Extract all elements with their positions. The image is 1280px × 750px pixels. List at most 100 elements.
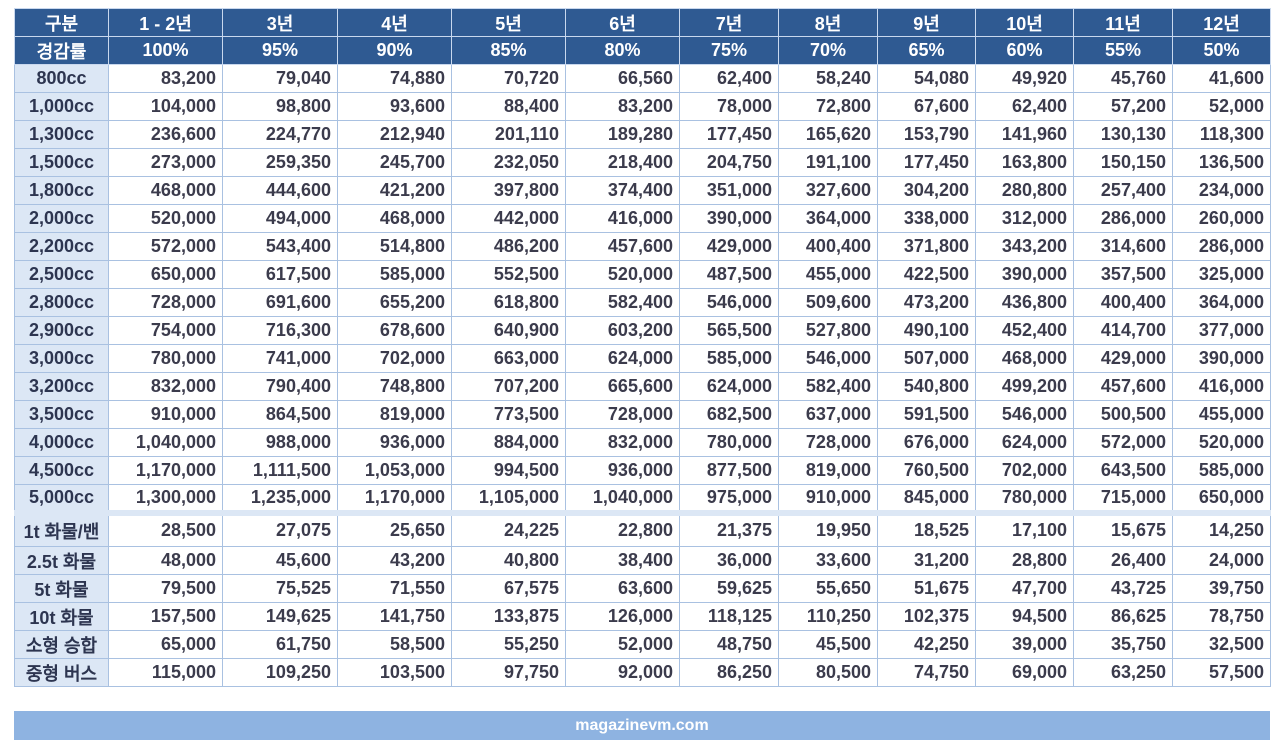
cell: 864,500 xyxy=(222,400,338,429)
cell: 520,000 xyxy=(565,260,680,289)
row-label: 10t 화물 xyxy=(14,602,109,631)
row-label: 2,000cc xyxy=(14,204,109,233)
cell: 78,000 xyxy=(679,92,779,121)
data-row: 2,200cc 572,000 543,400 514,800 486,200 457,6… xyxy=(14,232,1271,261)
cell: 58,240 xyxy=(778,64,878,93)
cell: 390,000 xyxy=(679,204,779,233)
cell: 546,000 xyxy=(975,400,1074,429)
row-label: 2,900cc xyxy=(14,316,109,345)
row-label: 1,500cc xyxy=(14,148,109,177)
cell: 572,000 xyxy=(108,232,223,261)
cell: 149,625 xyxy=(222,602,338,631)
cell: 157,500 xyxy=(108,602,223,631)
cell: 118,300 xyxy=(1172,120,1271,149)
cell: 676,000 xyxy=(877,428,976,457)
cell: 1,300,000 xyxy=(108,484,223,513)
cell: 325,000 xyxy=(1172,260,1271,289)
cell: 224,770 xyxy=(222,120,338,149)
cell: 552,500 xyxy=(451,260,566,289)
header-cell: 5년 xyxy=(451,8,566,37)
header-cell: 95% xyxy=(222,36,338,65)
cell: 17,100 xyxy=(975,509,1074,547)
header-cell: 50% xyxy=(1172,36,1271,65)
cell: 66,560 xyxy=(565,64,680,93)
cell: 691,600 xyxy=(222,288,338,317)
cell: 201,110 xyxy=(451,120,566,149)
cell: 884,000 xyxy=(451,428,566,457)
cell: 25,650 xyxy=(337,509,452,547)
cell: 1,235,000 xyxy=(222,484,338,513)
cell: 1,053,000 xyxy=(337,456,452,485)
data-row: 800cc 83,200 79,040 74,880 70,720 66,560 62,40… xyxy=(14,64,1271,93)
header-cell: 85% xyxy=(451,36,566,65)
cell: 416,000 xyxy=(565,204,680,233)
data-row: 2,900cc 754,000 716,300 678,600 640,900 603,2… xyxy=(14,316,1271,345)
cell: 650,000 xyxy=(1172,484,1271,513)
cell: 514,800 xyxy=(337,232,452,261)
cell: 189,280 xyxy=(565,120,680,149)
cell: 715,000 xyxy=(1073,484,1173,513)
cell: 754,000 xyxy=(108,316,223,345)
data-row: 4,500cc 1,170,000 1,111,500 1,053,000 994,50… xyxy=(14,456,1271,485)
cell: 543,400 xyxy=(222,232,338,261)
cell: 678,600 xyxy=(337,316,452,345)
cell: 286,000 xyxy=(1073,204,1173,233)
cell: 257,400 xyxy=(1073,176,1173,205)
cell: 18,525 xyxy=(877,509,976,547)
cell: 115,000 xyxy=(108,658,223,687)
cell: 452,400 xyxy=(975,316,1074,345)
cell: 910,000 xyxy=(108,400,223,429)
row-label: 800cc xyxy=(14,64,109,93)
cell: 490,100 xyxy=(877,316,976,345)
cell: 88,400 xyxy=(451,92,566,121)
cell: 92,000 xyxy=(565,658,680,687)
data-row: 1,800cc 468,000 444,600 421,200 397,800 374,4… xyxy=(14,176,1271,205)
cell: 48,000 xyxy=(108,546,223,575)
data-row: 3,200cc 832,000 790,400 748,800 707,200 665,6… xyxy=(14,372,1271,401)
cell: 1,111,500 xyxy=(222,456,338,485)
tax-table: 구분 1 - 2년 3년 4년 5년 6년 7년 8년 9년 10년 11년 12년 경감률 100% 95… xyxy=(14,8,1271,687)
cell: 650,000 xyxy=(108,260,223,289)
cell: 47,700 xyxy=(975,574,1074,603)
data-row: 5,000cc 1,300,000 1,235,000 1,170,000 1,105,… xyxy=(14,484,1271,513)
cell: 988,000 xyxy=(222,428,338,457)
cell: 582,400 xyxy=(778,372,878,401)
cell: 45,500 xyxy=(778,630,878,659)
cell: 1,040,000 xyxy=(108,428,223,457)
cell: 1,170,000 xyxy=(337,484,452,513)
cell: 351,000 xyxy=(679,176,779,205)
cell: 728,000 xyxy=(778,428,878,457)
cell: 910,000 xyxy=(778,484,878,513)
cell: 75,525 xyxy=(222,574,338,603)
cell: 1,105,000 xyxy=(451,484,566,513)
cell: 421,200 xyxy=(337,176,452,205)
cell: 509,600 xyxy=(778,288,878,317)
cell: 728,000 xyxy=(108,288,223,317)
cell: 74,750 xyxy=(877,658,976,687)
cell: 640,900 xyxy=(451,316,566,345)
cell: 58,500 xyxy=(337,630,452,659)
cell: 364,000 xyxy=(778,204,878,233)
cell: 35,750 xyxy=(1073,630,1173,659)
cell: 28,500 xyxy=(108,509,223,547)
cell: 72,800 xyxy=(778,92,878,121)
cell: 390,000 xyxy=(1172,344,1271,373)
header-cell: 7년 xyxy=(679,8,779,37)
cell: 45,600 xyxy=(222,546,338,575)
cell: 520,000 xyxy=(108,204,223,233)
cell: 665,600 xyxy=(565,372,680,401)
table-body: 구분 1 - 2년 3년 4년 5년 6년 7년 8년 9년 10년 11년 12년 경감률 100% 95… xyxy=(14,8,1271,687)
cell: 83,200 xyxy=(108,64,223,93)
header-cell: 경감률 xyxy=(14,36,109,65)
cell: 790,400 xyxy=(222,372,338,401)
cell: 36,000 xyxy=(679,546,779,575)
cell: 374,400 xyxy=(565,176,680,205)
cell: 24,000 xyxy=(1172,546,1271,575)
cell: 591,500 xyxy=(877,400,976,429)
cell: 442,000 xyxy=(451,204,566,233)
row-label: 1,000cc xyxy=(14,92,109,121)
cell: 21,375 xyxy=(679,509,779,547)
cell: 70,720 xyxy=(451,64,566,93)
cell: 59,625 xyxy=(679,574,779,603)
row-label: 2,500cc xyxy=(14,260,109,289)
